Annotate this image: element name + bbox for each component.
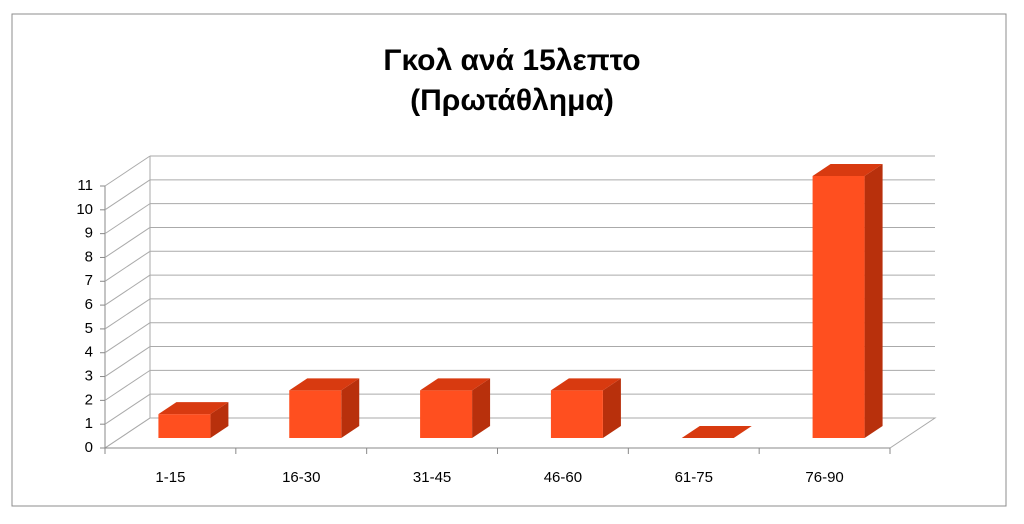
chart-title: Γκολ ανά 15λεπτο [383, 44, 640, 77]
x-tick-label: 46-60 [544, 469, 582, 486]
bar [289, 378, 360, 438]
y-tick-label: 7 [85, 272, 93, 289]
y-tick-label: 9 [85, 225, 93, 242]
bar-top [158, 402, 229, 415]
bar [812, 164, 883, 438]
bar-front [550, 390, 603, 438]
grid-line [104, 250, 151, 282]
grid-line [104, 155, 151, 187]
bar-side [472, 378, 491, 438]
bar-front [812, 176, 865, 438]
chart-subtitle: (Πρωτάθλημα) [410, 84, 614, 117]
grid-line [104, 179, 151, 211]
floor [103, 417, 937, 449]
x-tick-label: 1-15 [155, 469, 185, 486]
y-tick-label: 4 [85, 344, 93, 361]
bar-side [864, 164, 883, 438]
x-tick-label: 16-30 [282, 469, 320, 486]
y-tick-label: 11 [77, 177, 93, 194]
bar-top [420, 378, 491, 391]
bar-top [550, 378, 621, 391]
bar [158, 402, 229, 438]
grid-line [104, 274, 151, 306]
grid-line [104, 298, 151, 330]
grid-line [104, 203, 151, 235]
x-tick-label: 76-90 [805, 469, 843, 486]
grid-line [104, 417, 151, 449]
grid-line [104, 227, 151, 258]
grid-line [104, 322, 151, 354]
grid-line [104, 346, 151, 377]
bar-front [420, 390, 473, 438]
y-tick-label: 10 [76, 201, 93, 218]
bar-top [812, 164, 883, 176]
bar-side [341, 378, 360, 438]
x-tick-label: 31-45 [413, 469, 451, 486]
y-tick-label: 3 [85, 368, 93, 385]
bar-side [210, 402, 229, 438]
bar-front [158, 414, 211, 438]
bar-side [602, 378, 621, 438]
bar [550, 378, 621, 438]
y-tick-label: 8 [85, 248, 93, 265]
grid-line [104, 393, 151, 425]
bar-top [289, 378, 360, 391]
y-tick-label: 0 [85, 439, 93, 456]
y-tick-label: 1 [85, 415, 93, 432]
bar [681, 426, 752, 438]
x-tick-label: 61-75 [675, 469, 713, 486]
y-tick-label: 2 [85, 391, 93, 408]
grid-line [104, 369, 151, 401]
bar-top [681, 426, 752, 438]
bar-front [289, 390, 342, 438]
bar [420, 378, 491, 438]
y-tick-label: 6 [85, 296, 93, 313]
y-tick-label: 5 [85, 320, 93, 337]
